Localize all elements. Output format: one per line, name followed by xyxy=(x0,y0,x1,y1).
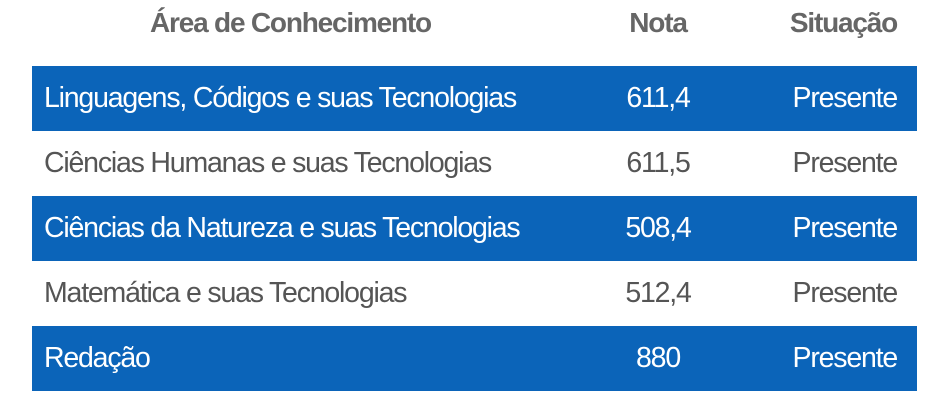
table-row: Ciências Humanas e suas Tecnologias 611,… xyxy=(32,131,917,196)
table-row: Matemática e suas Tecnologias 512,4 Pres… xyxy=(32,261,917,326)
row-situacao: Presente xyxy=(792,147,899,179)
row-area: Ciências Humanas e suas Tecnologias xyxy=(44,147,492,179)
row-nota: 611,4 xyxy=(626,82,690,114)
row-area: Redação xyxy=(44,342,151,374)
header-situacao: Situação xyxy=(789,7,898,38)
row-nota: 880 xyxy=(636,342,681,374)
row-nota: 508,4 xyxy=(625,212,692,244)
row-situacao: Presente xyxy=(792,277,899,309)
results-table: Área de Conhecimento Nota Situação Lingu… xyxy=(32,0,917,391)
row-situacao: Presente xyxy=(792,212,899,244)
header-area: Área de Conhecimento xyxy=(150,7,432,38)
table-row: Linguagens, Códigos e suas Tecnologias 6… xyxy=(32,66,917,131)
row-situacao: Presente xyxy=(792,342,899,374)
row-area: Matemática e suas Tecnologias xyxy=(44,277,408,309)
table-row: Ciências da Natureza e suas Tecnologias … xyxy=(32,196,917,261)
table-row: Redação 880 Presente xyxy=(32,326,917,391)
row-situacao: Presente xyxy=(792,82,899,114)
table-header: Área de Conhecimento Nota Situação xyxy=(32,0,917,66)
row-area: Linguagens, Códigos e suas Tecnologias xyxy=(44,82,517,114)
row-area: Ciências da Natureza e suas Tecnologias xyxy=(44,212,521,244)
row-nota: 611,5 xyxy=(626,147,690,179)
row-nota: 512,4 xyxy=(625,277,692,309)
header-nota: Nota xyxy=(629,7,688,38)
